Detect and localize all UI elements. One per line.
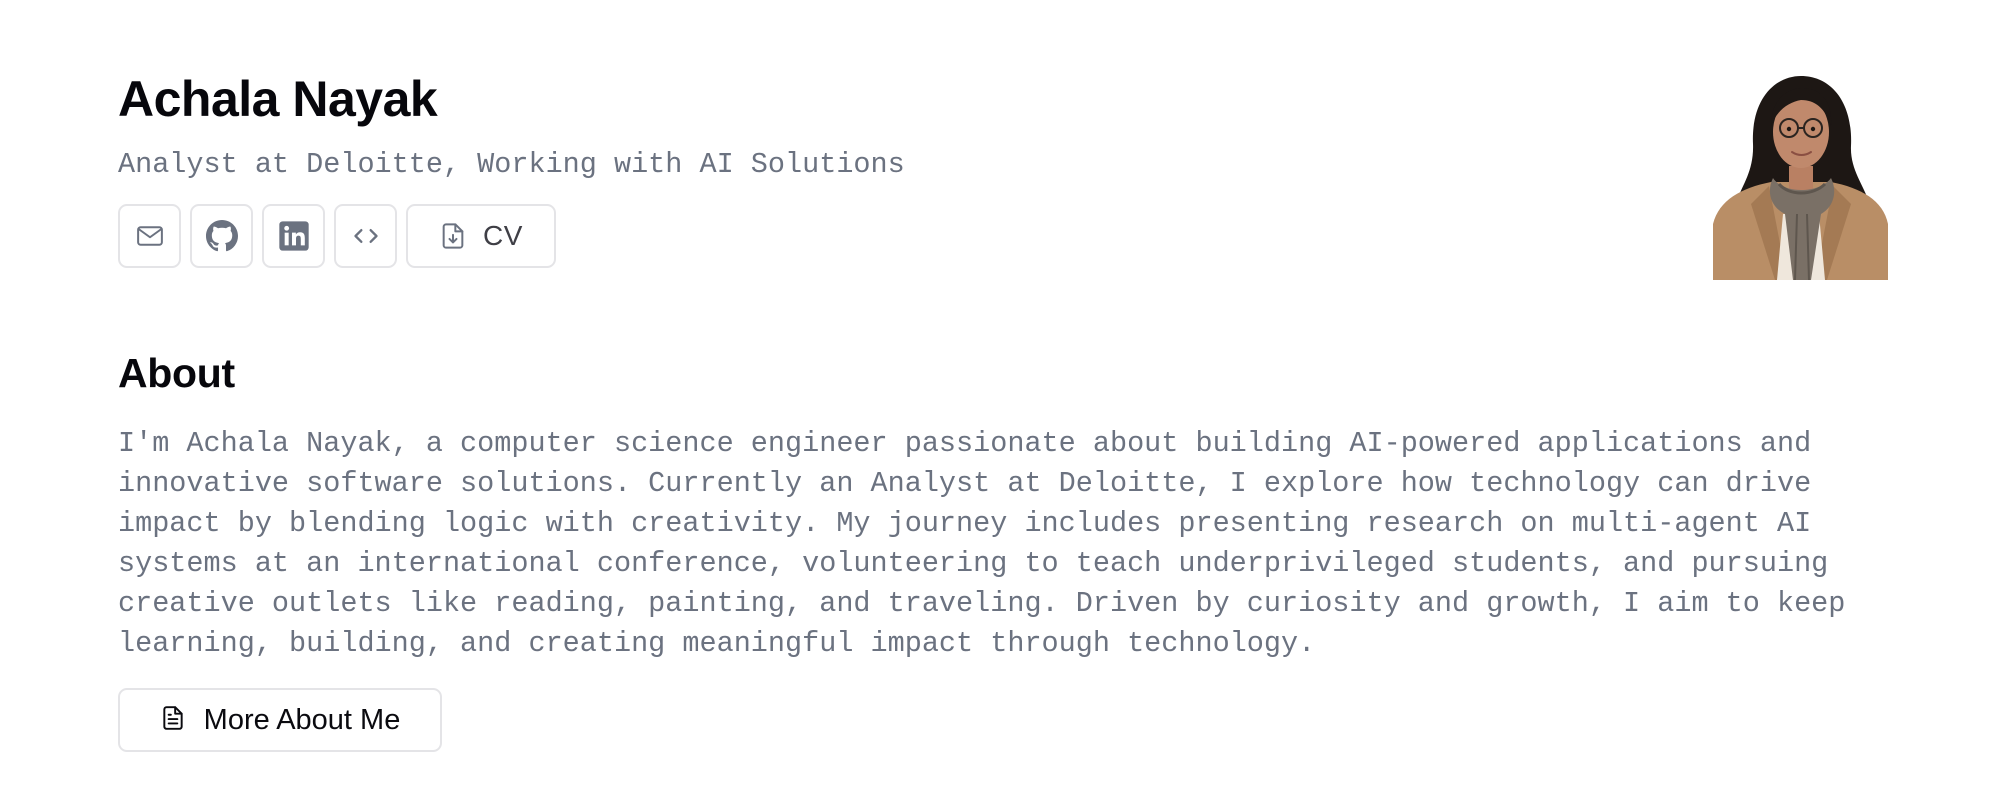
cv-download-button[interactable]: CV (406, 204, 556, 268)
cv-label: CV (483, 220, 523, 251)
about-text: I'm Achala Nayak, a computer science eng… (118, 427, 1846, 660)
code-icon (352, 222, 380, 250)
github-button[interactable] (190, 204, 253, 268)
linkedin-button[interactable] (262, 204, 325, 268)
more-about-me-button[interactable]: More About Me (118, 688, 442, 752)
profile-name: Achala Nayak (118, 71, 438, 127)
social-links: CV (118, 204, 556, 268)
avatar (1713, 74, 1888, 281)
email-button[interactable] (118, 204, 181, 268)
mail-icon (135, 221, 165, 251)
linkedin-icon (278, 220, 310, 252)
profile-subtitle: Analyst at Deloitte, Working with AI Sol… (118, 148, 905, 181)
code-button[interactable] (334, 204, 397, 268)
github-icon (205, 220, 238, 252)
about-heading: About (118, 350, 235, 396)
document-icon (160, 702, 186, 739)
more-about-me-label: More About Me (203, 703, 401, 736)
file-download-icon (439, 220, 467, 252)
